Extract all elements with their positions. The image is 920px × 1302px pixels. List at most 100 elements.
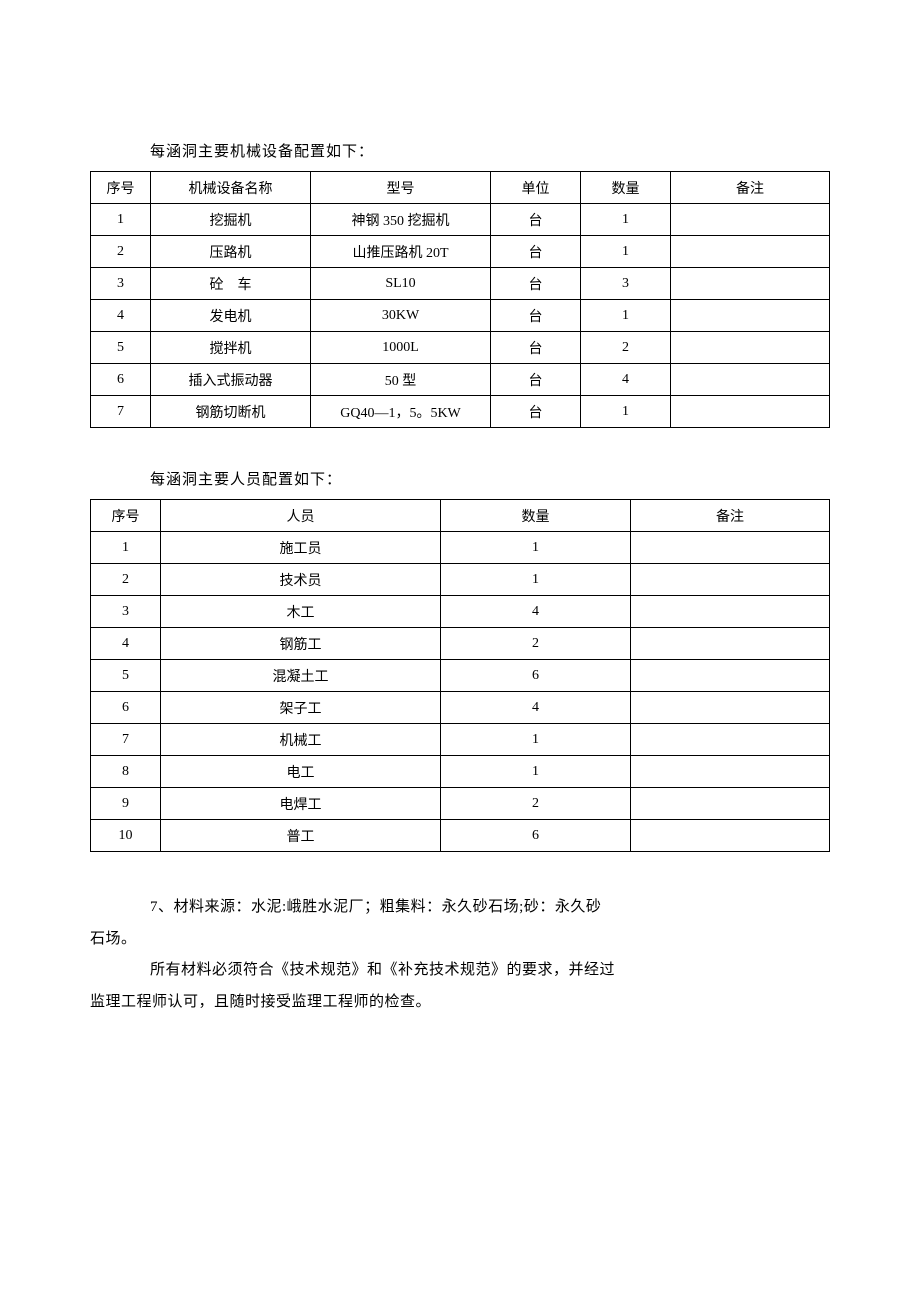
table-cell (631, 596, 830, 628)
table-cell: 30KW (311, 300, 491, 332)
equipment-row: 7钢筋切断机GQ40—1，5。5KW台1 (91, 396, 830, 428)
table-cell: 8 (91, 756, 161, 788)
table-cell: 2 (441, 628, 631, 660)
table-cell (671, 332, 830, 364)
personnel-table: 序号人员数量备注 1施工员12技术员13木工44钢筋工25混凝土工66架子工47… (90, 499, 830, 852)
column-header: 人员 (161, 500, 441, 532)
body-paragraphs: 7、材料来源：水泥:峨胜水泥厂；粗集料：永久砂石场;砂：永久砂石场。所有材料必须… (90, 892, 830, 1018)
column-header: 型号 (311, 172, 491, 204)
table-cell (671, 236, 830, 268)
personnel-row: 8电工1 (91, 756, 830, 788)
personnel-row: 7机械工1 (91, 724, 830, 756)
paragraph-line: 监理工程师认可，且随时接受监理工程师的检查。 (90, 987, 830, 1019)
personnel-row: 2技术员1 (91, 564, 830, 596)
table-cell: 2 (91, 236, 151, 268)
equipment-row: 5搅拌机1000L台2 (91, 332, 830, 364)
table-cell: 砼 车 (151, 268, 311, 300)
table-cell: 台 (491, 300, 581, 332)
column-header: 序号 (91, 500, 161, 532)
column-header: 数量 (441, 500, 631, 532)
table-cell (631, 756, 830, 788)
table-cell: 1 (581, 204, 671, 236)
personnel-row: 10普工6 (91, 820, 830, 852)
personnel-row: 3木工4 (91, 596, 830, 628)
table-cell: 台 (491, 396, 581, 428)
table-cell: 6 (91, 692, 161, 724)
table-cell (631, 788, 830, 820)
equipment-row: 2压路机山推压路机 20T台1 (91, 236, 830, 268)
table-cell: 普工 (161, 820, 441, 852)
table-cell: GQ40—1，5。5KW (311, 396, 491, 428)
personnel-row: 9电焊工2 (91, 788, 830, 820)
table-cell: 2 (581, 332, 671, 364)
table-cell: 1 (441, 724, 631, 756)
table-cell (631, 564, 830, 596)
table-cell: 1 (441, 564, 631, 596)
table-cell: 电工 (161, 756, 441, 788)
table-cell: 发电机 (151, 300, 311, 332)
personnel-row: 5混凝土工6 (91, 660, 830, 692)
table-cell: 架子工 (161, 692, 441, 724)
table-cell: 4 (441, 692, 631, 724)
table-cell: 9 (91, 788, 161, 820)
table-cell: 2 (441, 788, 631, 820)
table-cell (631, 532, 830, 564)
equipment-row: 4发电机30KW台1 (91, 300, 830, 332)
table-cell: 1 (91, 204, 151, 236)
table-cell: 5 (91, 332, 151, 364)
equipment-table: 序号机械设备名称型号单位数量备注 1挖掘机神钢 350 挖掘机台12压路机山推压… (90, 171, 830, 428)
table-cell: 5 (91, 660, 161, 692)
table-cell: 50 型 (311, 364, 491, 396)
equipment-row: 6插入式振动器50 型台4 (91, 364, 830, 396)
table-cell: 山推压路机 20T (311, 236, 491, 268)
column-header: 序号 (91, 172, 151, 204)
table-cell: 台 (491, 364, 581, 396)
column-header: 备注 (631, 500, 830, 532)
table-cell: 3 (581, 268, 671, 300)
table-cell (631, 692, 830, 724)
table-cell (631, 820, 830, 852)
table-cell: 钢筋工 (161, 628, 441, 660)
table1-header-row: 序号机械设备名称型号单位数量备注 (91, 172, 830, 204)
table-cell: 1 (91, 532, 161, 564)
table-cell (671, 204, 830, 236)
equipment-row: 3砼 车SL10台3 (91, 268, 830, 300)
table-cell: 台 (491, 236, 581, 268)
table-cell: 台 (491, 204, 581, 236)
table-cell: 台 (491, 332, 581, 364)
table-cell: 1 (581, 300, 671, 332)
personnel-row: 1施工员1 (91, 532, 830, 564)
table-cell: 1000L (311, 332, 491, 364)
table-cell (631, 660, 830, 692)
column-header: 备注 (671, 172, 830, 204)
table-cell: 4 (91, 300, 151, 332)
table-cell: 4 (581, 364, 671, 396)
table-cell: 1 (581, 396, 671, 428)
table-cell: 6 (441, 820, 631, 852)
table-cell: 3 (91, 596, 161, 628)
table-cell: 1 (581, 236, 671, 268)
paragraph-line: 石场。 (90, 924, 830, 956)
table-cell: 压路机 (151, 236, 311, 268)
table-cell (631, 724, 830, 756)
table-cell: 施工员 (161, 532, 441, 564)
table-cell: 7 (91, 724, 161, 756)
table-cell (631, 628, 830, 660)
table-cell: 机械工 (161, 724, 441, 756)
table-cell: 电焊工 (161, 788, 441, 820)
table-cell: 10 (91, 820, 161, 852)
table-cell: 插入式振动器 (151, 364, 311, 396)
column-header: 数量 (581, 172, 671, 204)
table-cell (671, 396, 830, 428)
table-cell (671, 268, 830, 300)
paragraph-line: 7、材料来源：水泥:峨胜水泥厂；粗集料：永久砂石场;砂：永久砂 (90, 892, 830, 924)
column-header: 单位 (491, 172, 581, 204)
table-cell: 4 (91, 628, 161, 660)
equipment-row: 1挖掘机神钢 350 挖掘机台1 (91, 204, 830, 236)
table1-title: 每涵洞主要机械设备配置如下： (150, 140, 830, 161)
table-cell: 4 (441, 596, 631, 628)
table-cell: 技术员 (161, 564, 441, 596)
table-cell: 3 (91, 268, 151, 300)
column-header: 机械设备名称 (151, 172, 311, 204)
table2-body: 1施工员12技术员13木工44钢筋工25混凝土工66架子工47机械工18电工19… (91, 532, 830, 852)
